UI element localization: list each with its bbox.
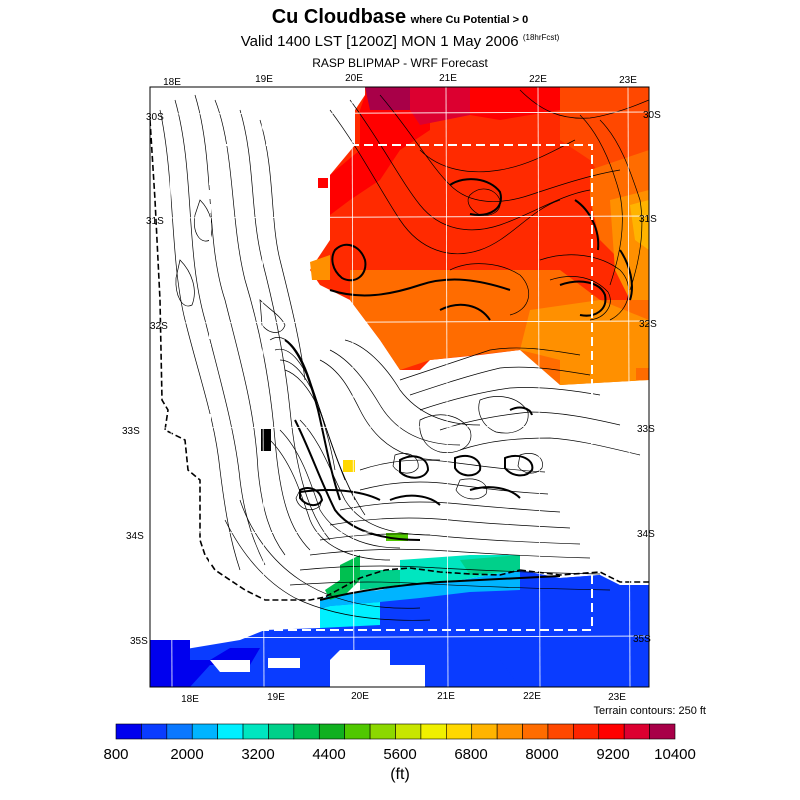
- colorbar-swatch: [420, 723, 447, 740]
- colorbar-swatch: [293, 723, 320, 740]
- bottom-lon-label: 18E: [181, 694, 199, 705]
- colorbar-label: 800: [103, 746, 128, 763]
- colorbar-swatch: [446, 723, 473, 740]
- title-main: Cu Cloudbase: [271, 6, 407, 28]
- colorbar-label: 10400: [654, 746, 696, 763]
- colorbar-swatch: [471, 723, 498, 740]
- bottom-lon-label: 22E: [523, 691, 541, 702]
- left-lat-label: 32S: [150, 321, 168, 332]
- terrain-contours-bold: [261, 178, 633, 601]
- colorbar-swatch: [598, 723, 625, 740]
- right-lat-label: 33S: [637, 424, 655, 435]
- colorbar-swatch: [242, 723, 269, 740]
- colorbar-swatch: [395, 723, 422, 740]
- colorbar-swatch: [217, 723, 244, 740]
- top-lon-label: 22E: [529, 74, 547, 85]
- right-lat-label: 30S: [643, 110, 661, 121]
- source-label: RASP BLIPMAP - WRF Forecast: [312, 56, 488, 70]
- bottom-lon-label: 21E: [437, 691, 455, 702]
- forecast-hours: (18hrFcst): [522, 33, 560, 42]
- colorbar-swatch: [547, 723, 574, 740]
- colorbar-swatch: [369, 723, 396, 740]
- colorbar-swatch: [573, 723, 600, 740]
- map-title: Cu Cloudbase where Cu Potential > 0: [0, 6, 800, 29]
- terrain-contour-note: Terrain contours: 250 ft: [593, 705, 706, 717]
- colorbar-label: 2000: [170, 746, 203, 763]
- colorbar-swatch: [623, 723, 650, 740]
- left-lat-label: 30S: [146, 112, 164, 123]
- colorbar-swatch: [141, 723, 168, 740]
- top-lon-label: 23E: [619, 75, 637, 86]
- colorbar-swatch: [166, 723, 193, 740]
- top-lon-label: 21E: [439, 73, 457, 84]
- map-frame: [149, 86, 650, 688]
- colorbar-swatch: [115, 723, 142, 740]
- right-lat-label: 35S: [633, 634, 651, 645]
- domain-boundary: [209, 144, 593, 631]
- valid-time-text: Valid 1400 LST [1200Z] MON 1 May 2006: [240, 33, 519, 50]
- left-lat-label: 33S: [122, 426, 140, 437]
- bottom-lon-labels: 18E 19E 20E 21E 22E 23E: [181, 691, 626, 705]
- colorbar-swatch: [318, 723, 345, 740]
- colorbar-label: 9200: [596, 746, 629, 763]
- top-lon-label: 19E: [255, 74, 273, 85]
- colorbar-label: 3200: [241, 746, 274, 763]
- bottom-lon-label: 20E: [351, 691, 369, 702]
- colorbar-swatch: [344, 723, 371, 740]
- colorbar-swatch: [268, 723, 295, 740]
- colorbar-swatch: [649, 723, 676, 740]
- right-lat-label: 34S: [637, 529, 655, 540]
- terrain-contours: [159, 89, 649, 621]
- valid-time: Valid 1400 LST [1200Z] MON 1 May 2006 (1…: [0, 33, 800, 50]
- left-lat-label: 35S: [130, 636, 148, 647]
- colorbar: [115, 723, 676, 740]
- left-lat-label: 31S: [146, 216, 164, 227]
- bottom-lon-label: 19E: [267, 692, 285, 703]
- right-lat-label: 31S: [639, 214, 657, 225]
- top-lon-labels: 18E 19E 20E 21E 22E 23E: [163, 73, 637, 88]
- colorbar-swatch: [191, 723, 218, 740]
- title-subtitle: where Cu Potential > 0: [410, 14, 529, 26]
- top-lon-label: 18E: [163, 77, 181, 88]
- colorbar-label: 6800: [454, 746, 487, 763]
- left-lat-label: 34S: [126, 531, 144, 542]
- coastline: [150, 119, 521, 601]
- colorbar-label: 5600: [383, 746, 416, 763]
- colorbar-labels: 800 2000 3200 4400 5600 6800 8000 9200 1…: [103, 746, 695, 763]
- bottom-lon-label: 23E: [608, 692, 626, 703]
- right-lat-label: 32S: [639, 319, 657, 330]
- top-lon-label: 20E: [345, 73, 363, 84]
- colorbar-swatch: [522, 723, 549, 740]
- left-lat-labels: 30S 31S 32S 33S 34S 35S: [122, 112, 168, 647]
- right-lat-labels: 30S 31S 32S 33S 34S 35S: [633, 110, 661, 645]
- colorbar-swatch: [496, 723, 523, 740]
- colorbar-label: 4400: [312, 746, 345, 763]
- latlon-grid: [150, 87, 649, 687]
- colorbar-units: (ft): [390, 766, 410, 783]
- colorbar-label: 8000: [525, 746, 558, 763]
